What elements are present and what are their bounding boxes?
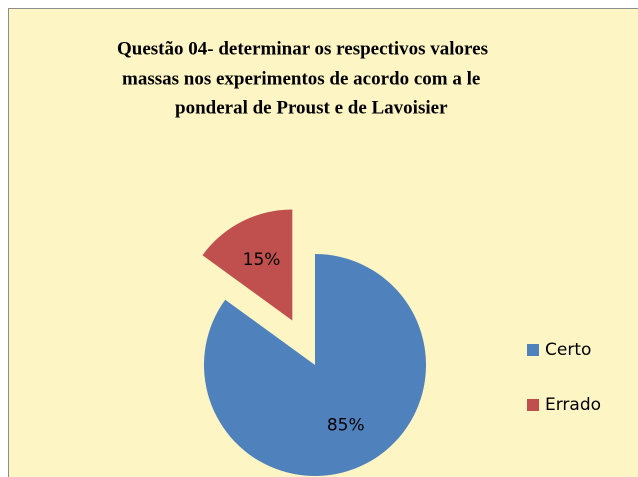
chart-title: massas nos experimentos de acordo com a … [122,68,480,89]
pie-slice [202,209,293,321]
legend-swatch [527,399,539,411]
legend-label: Errado [545,395,601,415]
plot: 85% 15% Certo Errado [202,209,601,476]
legend-label: Certo [545,340,591,360]
legend-swatch [527,344,539,356]
pie-slice [204,254,427,476]
data-label: 85% [327,415,365,435]
chart-title: Questão 04- determinar os respectivos va… [117,38,488,59]
title-group: Questão 04- determinar os respectivos va… [117,38,488,118]
data-label: 15% [243,250,281,270]
chart-title: ponderal de Proust e de Lavoisier [175,97,448,118]
